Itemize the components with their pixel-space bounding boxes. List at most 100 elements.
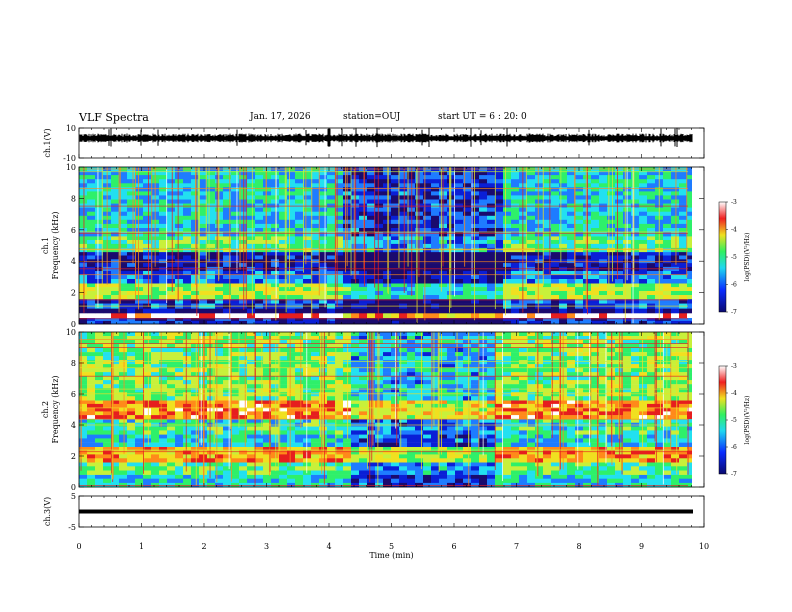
ch2-cell bbox=[455, 403, 464, 408]
ch2-cell bbox=[255, 336, 264, 341]
ch1-cell bbox=[687, 167, 696, 172]
ch1-cell bbox=[495, 191, 504, 196]
ch1-cell bbox=[167, 279, 176, 284]
ch1-cell bbox=[471, 219, 480, 225]
ch2-cell bbox=[471, 458, 480, 463]
ch1-cell bbox=[111, 207, 120, 212]
ch2-cell bbox=[599, 403, 608, 408]
ch1-cell bbox=[79, 228, 88, 233]
ch1-cell bbox=[479, 243, 488, 249]
ch1-cell bbox=[527, 317, 536, 322]
ch2-cell bbox=[231, 411, 240, 416]
ch1-cell bbox=[631, 291, 640, 296]
ch1-cell bbox=[599, 308, 608, 314]
ch2-cell bbox=[455, 466, 464, 471]
ch2-cell bbox=[383, 336, 392, 341]
ch1-cell bbox=[111, 215, 120, 221]
ch1-cell bbox=[271, 207, 280, 212]
ch1-cell bbox=[87, 291, 96, 296]
ch2-cell bbox=[687, 470, 696, 475]
ch1-cell bbox=[135, 263, 144, 268]
ch2-cell bbox=[143, 434, 152, 439]
ch1-cell bbox=[87, 171, 96, 176]
ch1-cell bbox=[279, 243, 288, 249]
ch1-cell bbox=[175, 211, 184, 217]
ch2-cell bbox=[247, 434, 256, 439]
ch2-cell bbox=[647, 442, 656, 447]
ch2-cell bbox=[87, 332, 96, 337]
ch2-cell bbox=[431, 454, 440, 459]
ch2-cell bbox=[335, 332, 344, 337]
ch2-cell bbox=[655, 466, 664, 471]
ch1-cell bbox=[639, 211, 648, 217]
ch1-cell bbox=[543, 171, 552, 176]
ch2-cell bbox=[399, 458, 408, 463]
ch1-cell bbox=[223, 232, 232, 237]
ch1-cell bbox=[431, 279, 440, 284]
ch1-cell bbox=[375, 228, 384, 233]
ch2-cell bbox=[143, 403, 152, 408]
ch2-cell bbox=[567, 336, 576, 341]
ch2-cell bbox=[671, 470, 680, 475]
ch1-cell bbox=[463, 236, 472, 241]
ch2-cell bbox=[343, 454, 352, 459]
ch1-cell bbox=[359, 179, 368, 184]
ch2-cell bbox=[655, 474, 664, 479]
ch1-cell bbox=[199, 295, 208, 300]
ch2-cell bbox=[551, 434, 560, 439]
ch1-cell bbox=[495, 228, 504, 233]
ch1-cell bbox=[431, 291, 440, 296]
ch1-cell bbox=[255, 175, 264, 180]
ch1-sferic-streak bbox=[585, 167, 587, 309]
ch2-cell bbox=[255, 454, 264, 459]
ch2-cell bbox=[527, 426, 536, 431]
ch1-cell bbox=[319, 179, 328, 184]
ch1-cell bbox=[143, 270, 152, 276]
ch1-cell bbox=[343, 317, 352, 322]
ch1-cell bbox=[375, 215, 384, 221]
ch1-cell bbox=[615, 183, 624, 188]
ch2-cell bbox=[215, 462, 224, 467]
ch2-cell bbox=[375, 466, 384, 471]
ch2-cell bbox=[607, 400, 616, 405]
ch1-tone-line bbox=[79, 318, 688, 320]
ch1-cell bbox=[663, 236, 672, 241]
ch2-cell bbox=[95, 434, 104, 439]
ch2-cell bbox=[295, 450, 304, 455]
ch1-cell bbox=[103, 298, 112, 304]
ch1-cell bbox=[311, 298, 320, 304]
ch2-cell bbox=[167, 438, 176, 443]
ch1-cell bbox=[111, 279, 120, 284]
ch2-cell bbox=[487, 407, 496, 412]
ch1-cell bbox=[487, 274, 496, 280]
ch1-cell bbox=[519, 313, 528, 318]
ch1-cell bbox=[455, 240, 464, 245]
ch1-cell bbox=[383, 283, 392, 288]
ch1-cell bbox=[239, 317, 248, 322]
ch1-cell bbox=[119, 313, 128, 318]
ch1-cell bbox=[223, 240, 232, 245]
ch1-cell bbox=[319, 279, 328, 284]
ch1-cell bbox=[263, 236, 272, 241]
ch1-cell bbox=[391, 175, 400, 180]
ch2-cell bbox=[79, 454, 88, 459]
ch2-cell bbox=[271, 340, 280, 345]
ch1-cell bbox=[335, 251, 344, 256]
ch1-cell bbox=[687, 279, 696, 284]
ch1-cell bbox=[647, 195, 656, 200]
ch1-cell bbox=[647, 236, 656, 241]
ch1-cell bbox=[183, 298, 192, 304]
ch1-cell bbox=[615, 320, 624, 325]
ch2-cell bbox=[639, 418, 648, 423]
ch1-cell bbox=[175, 207, 184, 212]
ch1-cell bbox=[687, 219, 696, 225]
ch2-cell bbox=[583, 332, 592, 337]
ch1-cell bbox=[559, 191, 568, 196]
ch1-cell bbox=[223, 175, 232, 180]
ch1-cell bbox=[127, 298, 136, 304]
ch2-cell bbox=[639, 450, 648, 455]
ch2-cell bbox=[407, 462, 416, 467]
ch1-cell bbox=[79, 279, 88, 284]
ch2-cell bbox=[127, 332, 136, 337]
ch1-cell bbox=[231, 215, 240, 221]
